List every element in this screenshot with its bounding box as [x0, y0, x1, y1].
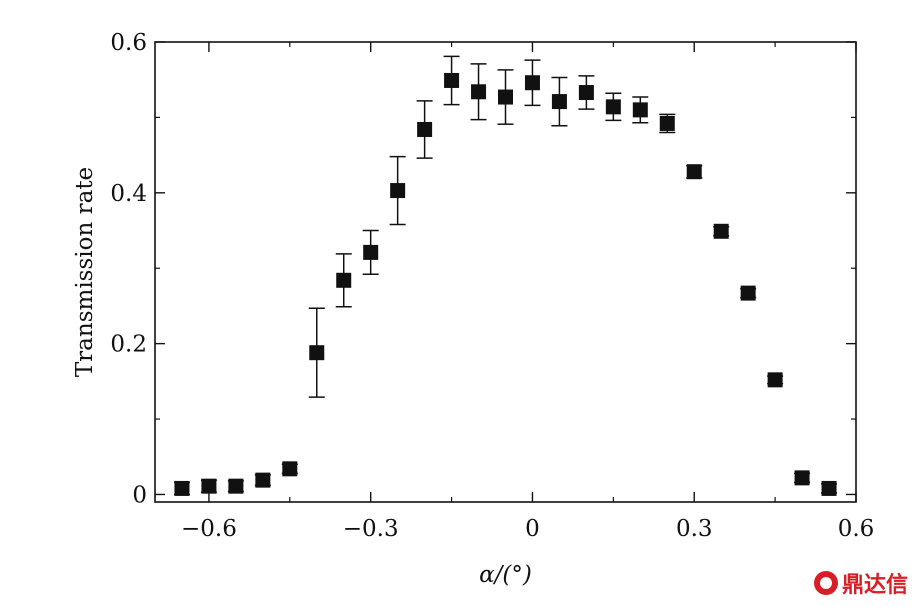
data-point [444, 72, 460, 88]
data-point [228, 478, 244, 494]
data-point [174, 480, 190, 496]
data-point [471, 84, 487, 100]
watermark-logo-icon [813, 571, 838, 595]
y-tick-label: 0 [132, 482, 147, 508]
y-axis-title: Transmission rate [72, 167, 98, 377]
x-tick-label: −0.3 [343, 516, 399, 542]
data-point [498, 89, 513, 105]
plot-frame [154, 41, 857, 503]
data-point [336, 272, 352, 288]
data-point [524, 75, 540, 91]
x-tick-label: −0.6 [181, 516, 237, 542]
data-point [740, 285, 756, 301]
data-point [605, 99, 621, 115]
data-point [390, 183, 406, 199]
x-axis-title: α/(°) [479, 562, 532, 588]
x-tick-label: 0.3 [676, 516, 713, 542]
data-point [363, 244, 379, 260]
data-point [659, 115, 675, 131]
watermark-text: 鼎达信 [841, 573, 908, 598]
data-point [417, 121, 433, 137]
data-point [632, 102, 648, 118]
watermark: 鼎达信 [813, 567, 908, 599]
data-point [309, 345, 325, 361]
y-tick-label: 0.2 [110, 332, 147, 358]
y-tick-label: 0.4 [110, 181, 147, 207]
data-point [201, 478, 217, 494]
data-point [713, 223, 729, 239]
data-point [282, 461, 298, 477]
data-point [821, 480, 837, 496]
data-point [767, 372, 783, 388]
data-point [686, 164, 702, 180]
data-point [255, 472, 271, 488]
data-point [794, 470, 810, 486]
x-tick-label: 0.6 [838, 516, 875, 542]
data-point [551, 94, 567, 110]
data-point [578, 85, 594, 101]
x-tick-label: 0 [525, 516, 540, 542]
y-tick-label: 0.6 [110, 30, 147, 56]
